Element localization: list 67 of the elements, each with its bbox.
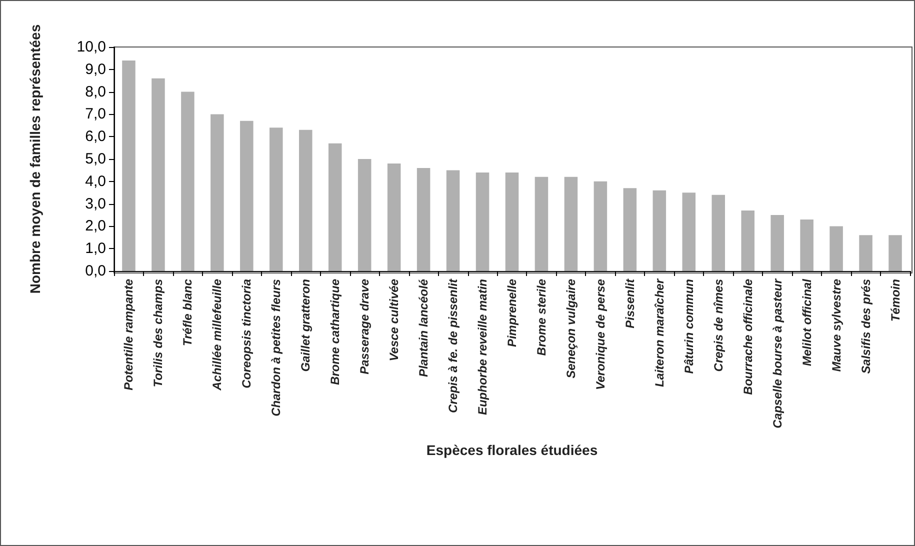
y-tick-label: 10,0 — [76, 38, 106, 56]
x-tick-label: Crepis à fe. de pissenlit — [446, 278, 460, 414]
bar — [800, 219, 814, 271]
bar — [594, 181, 608, 271]
x-tick-label: Coreopsis tinctoria — [240, 278, 254, 388]
x-tick-label: Pimprenelle — [505, 278, 519, 348]
bar — [564, 176, 578, 271]
bar — [652, 190, 666, 271]
y-tick-label: 9,0 — [85, 60, 106, 78]
bar — [741, 210, 754, 271]
bar — [210, 114, 224, 271]
x-tick-label: Plantain lancéolé — [416, 278, 431, 378]
bar — [476, 172, 490, 271]
x-tick-label: Brome sterile — [534, 278, 548, 356]
bar — [712, 194, 726, 271]
y-tick-label: 7,0 — [85, 106, 106, 123]
bar — [328, 143, 342, 271]
bar — [152, 78, 165, 271]
x-tick-label: Pissenlit — [622, 278, 637, 328]
x-tick-label: Seneçon vulgaire — [564, 278, 578, 378]
bar — [859, 235, 872, 271]
x-tick-label: Bourrache officinale — [740, 278, 755, 395]
x-tick-label: Torilis des champs — [151, 278, 166, 388]
bar — [387, 163, 401, 271]
x-tick-label: Achillée millefeuille — [210, 278, 224, 392]
x-tick-label: Témoin — [888, 279, 902, 322]
y-tick-label: 5,0 — [85, 150, 106, 168]
y-tick-label: 2,0 — [85, 218, 106, 235]
bar — [830, 226, 843, 271]
y-tick-label: 1,0 — [85, 240, 106, 258]
bar — [623, 188, 637, 271]
bar — [682, 192, 696, 271]
x-tick-label: Mauve sylvestre — [829, 278, 844, 372]
y-axis-title: Nombre moyen de familles représentées — [27, 24, 43, 294]
bar — [446, 170, 460, 271]
y-tick-label: 8,0 — [85, 83, 106, 100]
x-tick-label: Laiteron maraîcher — [652, 278, 666, 388]
bar — [240, 120, 254, 271]
bar — [181, 92, 194, 271]
x-tick-label: Brome cathartique — [328, 278, 342, 386]
bar — [505, 172, 519, 271]
x-tick-label: Vesce cultivée — [387, 278, 402, 362]
x-tick-label: Tréfle blanc — [180, 278, 195, 346]
bar — [270, 128, 283, 271]
bar — [770, 215, 784, 271]
bar — [122, 60, 136, 271]
y-tick-label: 3,0 — [85, 195, 106, 212]
x-tick-label: Euphorbe reveille matin — [476, 279, 490, 416]
x-tick-label: Chardon à petites fleurs — [269, 278, 284, 416]
bar — [358, 159, 372, 271]
x-axis-title: Espèces florales étudiées — [426, 442, 598, 458]
y-tick-label: 6,0 — [85, 128, 106, 146]
x-tick-label: Gaillet gratteron — [298, 279, 313, 372]
x-tick-label: Capselle bourse à pasteur — [770, 278, 784, 428]
x-tick-label: Pâturin commun — [682, 279, 696, 374]
bar — [888, 235, 902, 271]
bar — [298, 130, 312, 271]
y-tick-label: 0,0 — [85, 262, 106, 280]
x-tick-label: Salsifis des prés — [858, 278, 873, 374]
bar — [534, 176, 548, 271]
x-tick-label: Melilot officinal — [800, 278, 814, 366]
x-tick-label: Crepis de nîmes — [711, 278, 726, 372]
x-tick-label: Passerage drave — [358, 278, 372, 374]
x-tick-label: Potentille rampante — [122, 278, 136, 390]
x-tick-label: Veronique de perse — [593, 278, 608, 390]
y-tick-label: 4,0 — [85, 172, 106, 190]
bar — [416, 168, 430, 271]
